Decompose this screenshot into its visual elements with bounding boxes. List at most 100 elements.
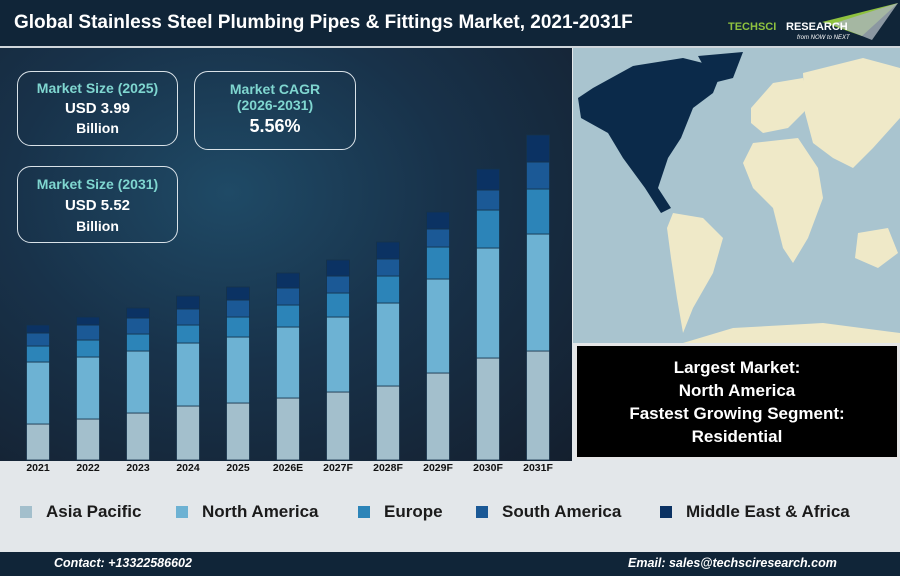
bar-segment-south-america-2031F [526, 161, 550, 190]
legend-item: Asia Pacific [20, 502, 141, 522]
x-tick-label: 2025 [226, 462, 250, 474]
europe-shape [751, 78, 808, 133]
bar-segment-europe-2021 [26, 345, 50, 363]
bar-segment-south-america-2021 [26, 332, 50, 347]
bar-segment-europe-2029F [426, 246, 450, 280]
fastest-segment-label: Fastest Growing Segment: [629, 404, 845, 423]
techsci-logo: TECHSCI RESEARCH from NOW to NEXT [728, 3, 898, 41]
kpi-label: Market CAGR [229, 81, 321, 97]
legend-item: North America [176, 502, 319, 522]
bar-segment-middle-east-africa-2022 [76, 316, 100, 326]
bar-segment-middle-east-africa-2025 [226, 286, 250, 301]
bar-segment-middle-east-africa-2030F [476, 168, 500, 191]
svg-text:from NOW to NEXT: from NOW to NEXT [797, 35, 851, 41]
legend-label: Asia Pacific [46, 502, 142, 521]
chart-area [0, 48, 572, 461]
legend: Asia Pacific North America Europe South Ame… [0, 490, 900, 530]
australia-shape [855, 228, 898, 268]
legend-item: Middle East & Africa [660, 502, 850, 522]
x-tick-label: 2030F [473, 462, 503, 474]
north-america-shape [578, 58, 723, 213]
x-tick-label: 2026E [272, 462, 304, 474]
bar-segment-middle-east-africa-2029F [426, 211, 450, 230]
fastest-segment-value: Residential [691, 427, 783, 446]
bar-segment-north-america-2023 [126, 350, 150, 414]
kpi-unit: Billion [76, 218, 119, 234]
bar-segment-south-america-2024 [176, 308, 200, 326]
bar-segment-asia-pacific-2027F [326, 391, 350, 461]
largest-market-label: Largest Market: [673, 358, 801, 377]
x-tick-label: 2022 [76, 462, 100, 474]
kpi-label: Market Size (2031) [36, 176, 159, 192]
x-tick-label: 2024 [176, 462, 200, 474]
bar-segment-middle-east-africa-2023 [126, 307, 150, 319]
stacked-bar-chart [26, 134, 550, 461]
bar-segment-asia-pacific-2026E [276, 397, 300, 461]
bar-segment-south-america-2023 [126, 317, 150, 335]
legend-swatch [358, 506, 370, 518]
legend-swatch [476, 506, 488, 518]
world-map [573, 48, 900, 343]
antarctica-shape [683, 323, 900, 343]
bar-segment-europe-2031F [526, 188, 550, 235]
x-tick-label: 2031F [523, 462, 553, 474]
bar-segment-middle-east-africa-2028F [376, 241, 400, 260]
legend-swatch [176, 506, 188, 518]
bar-segment-south-america-2022 [76, 324, 100, 341]
bar-segment-north-america-2029F [426, 278, 450, 374]
header: Global Stainless Steel Plumbing Pipes & … [0, 0, 900, 48]
bar-segment-europe-2024 [176, 324, 200, 344]
greenland-shape [698, 52, 743, 83]
bar-segment-europe-2022 [76, 339, 100, 358]
kpi-market-size-2031: Market Size (2031) USD 5.52 Billion [17, 166, 178, 243]
bar-segment-south-america-2026E [276, 287, 300, 306]
largest-market-value: North America [678, 381, 796, 400]
x-tick-label: 2028F [373, 462, 403, 474]
bar-segment-north-america-2022 [76, 356, 100, 420]
kpi-value: USD 3.99 [64, 100, 131, 117]
x-tick-label: 2029F [423, 462, 453, 474]
kpi-period: (2026-2031) [236, 97, 314, 113]
kpi-market-size-2025: Market Size (2025) USD 3.99 Billion [17, 71, 178, 146]
bar-segment-asia-pacific-2021 [26, 423, 50, 461]
bar-segment-north-america-2031F [526, 233, 550, 352]
bar-segment-europe-2023 [126, 333, 150, 352]
south-america-shape [667, 213, 723, 333]
svg-text:RESEARCH: RESEARCH [786, 21, 848, 33]
bar-segment-asia-pacific-2025 [226, 402, 250, 461]
bar-segment-europe-2025 [226, 316, 250, 338]
bar-segment-south-america-2030F [476, 189, 500, 211]
bar-segment-north-america-2026E [276, 326, 300, 399]
kpi-value: USD 5.52 [64, 197, 131, 214]
bar-segment-europe-2030F [476, 209, 500, 249]
bar-segment-middle-east-africa-2024 [176, 295, 200, 310]
bar-segment-europe-2026E [276, 304, 300, 328]
kpi-cagr: Market CAGR (2026-2031) 5.56% [194, 71, 356, 150]
bar-segment-asia-pacific-2022 [76, 418, 100, 461]
africa-shape [743, 138, 823, 263]
legend-swatch [660, 506, 672, 518]
asia-shape [803, 58, 900, 168]
bar-segment-asia-pacific-2031F [526, 350, 550, 461]
bar-segment-asia-pacific-2029F [426, 372, 450, 461]
x-tick-label: 2023 [126, 462, 150, 474]
legend-label: Europe [384, 502, 443, 521]
kpi-unit: Billion [76, 120, 119, 136]
kpi-label: Market Size (2025) [36, 80, 159, 96]
bar-segment-europe-2028F [376, 275, 400, 304]
legend-label: North America [202, 502, 319, 521]
legend-swatch [20, 506, 32, 518]
bar-segment-south-america-2025 [226, 299, 250, 318]
bar-segment-middle-east-africa-2027F [326, 259, 350, 277]
bar-segment-asia-pacific-2024 [176, 405, 200, 461]
bar-segment-north-america-2028F [376, 302, 400, 387]
bar-segment-middle-east-africa-2026E [276, 272, 300, 289]
legend-label: South America [502, 502, 622, 521]
bar-segment-north-america-2027F [326, 316, 350, 393]
legend-item: Europe [358, 502, 443, 522]
page-title: Global Stainless Steel Plumbing Pipes & … [14, 12, 633, 33]
bar-segment-north-america-2024 [176, 342, 200, 407]
bar-segment-middle-east-africa-2031F [526, 134, 550, 163]
bar-segment-south-america-2027F [326, 275, 350, 294]
key-findings-panel: Largest Market: North America Fastest Gr… [575, 344, 899, 459]
